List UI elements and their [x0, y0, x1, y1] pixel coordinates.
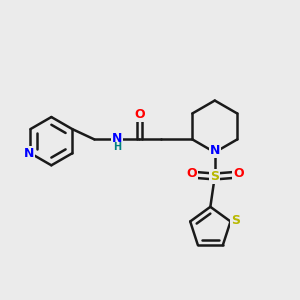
Text: S: S — [210, 170, 219, 183]
Text: N: N — [112, 132, 122, 145]
Text: N: N — [24, 147, 34, 160]
Text: S: S — [231, 214, 240, 226]
Text: O: O — [135, 108, 145, 121]
Text: O: O — [233, 167, 244, 180]
Text: N: N — [210, 144, 220, 158]
Text: O: O — [186, 167, 196, 180]
Text: H: H — [113, 142, 121, 152]
